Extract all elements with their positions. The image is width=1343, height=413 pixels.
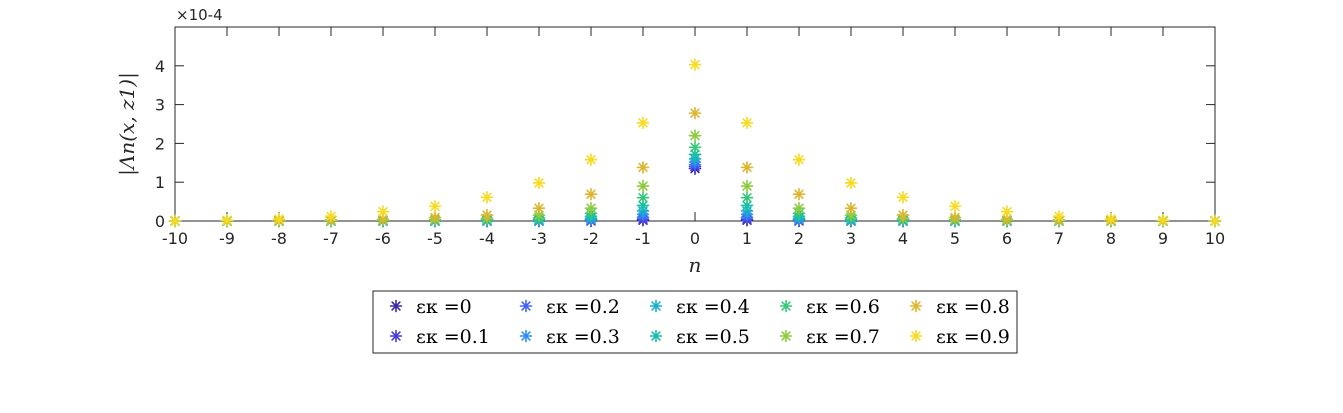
- data-point: [428, 199, 442, 213]
- data-point: [1104, 212, 1118, 226]
- legend-label: εκ =0.7: [806, 326, 880, 348]
- y-tick-label: 4: [155, 57, 165, 76]
- data-point: [1156, 213, 1170, 227]
- data-point: [532, 201, 546, 215]
- legend-label: εκ =0.4: [676, 296, 750, 318]
- data-point: [792, 201, 806, 215]
- data-point: [584, 187, 598, 201]
- legend: εκ =0 εκ =0.1 εκ =0.2 εκ =0.3 εκ =0.4 εκ =0.5…: [372, 290, 1018, 354]
- data-point: [636, 116, 650, 130]
- y-tick-label: 2: [155, 134, 165, 153]
- data-point: [584, 153, 598, 166]
- x-tick-label: -10: [162, 229, 188, 248]
- legend-label: εκ =0.9: [936, 326, 1010, 348]
- data-point: [844, 208, 858, 222]
- data-point: [636, 161, 650, 174]
- data-point: [688, 140, 702, 154]
- data-point: [948, 199, 962, 213]
- data-point: [428, 211, 442, 224]
- legend-label: εκ =0.3: [546, 326, 620, 348]
- y-exponent-label: ×10-4: [176, 6, 223, 24]
- data-point: [168, 214, 182, 228]
- data-point: [480, 191, 494, 204]
- x-tick-label: -5: [427, 229, 443, 248]
- data-point: [740, 161, 754, 174]
- data-point: [844, 201, 858, 215]
- data-point: [220, 213, 234, 227]
- x-tick-label: -2: [583, 229, 599, 248]
- x-tick-label: -6: [375, 229, 391, 248]
- legend-box: [372, 290, 1018, 354]
- data-point: [272, 212, 286, 226]
- data-point: [636, 199, 650, 212]
- x-tick-label: -1: [635, 229, 651, 248]
- x-tick-label: 0: [690, 229, 700, 248]
- x-tick-label: -3: [531, 229, 547, 248]
- data-point: [688, 58, 702, 71]
- legend-label: εκ =0.8: [936, 296, 1010, 318]
- x-tick-label: 6: [1002, 229, 1012, 248]
- data-point: [1000, 205, 1014, 218]
- data-point: [324, 210, 338, 223]
- x-axis-label: n: [689, 253, 702, 277]
- data-point: [688, 106, 702, 120]
- legend-marker: [909, 329, 923, 343]
- data-point: [376, 205, 390, 218]
- y-tick-label: 0: [155, 212, 165, 231]
- data-point: [792, 187, 806, 201]
- data-point: [896, 191, 910, 204]
- legend-label: εκ =0: [416, 296, 472, 318]
- x-tick-label: -7: [323, 229, 339, 248]
- data-point: [948, 211, 962, 224]
- data-markers: [168, 58, 1222, 228]
- data-point: [636, 191, 650, 205]
- data-point: [480, 208, 494, 222]
- data-point: [532, 176, 546, 190]
- legend-marker: [649, 299, 663, 313]
- plot-area: [174, 26, 1216, 222]
- y-tick-label: 1: [155, 173, 165, 192]
- data-point: [896, 208, 910, 222]
- legend-marker: [389, 299, 403, 313]
- data-point: [1052, 210, 1066, 223]
- legend-marker: [779, 329, 793, 343]
- legend-label: εκ =0.5: [676, 326, 750, 348]
- data-point: [844, 176, 858, 190]
- legend-marker: [649, 329, 663, 343]
- x-tick-label: -9: [219, 229, 235, 248]
- y-tick-label: 3: [155, 96, 165, 115]
- x-tick-label: 5: [950, 229, 960, 248]
- legend-marker: [389, 329, 403, 343]
- data-point: [1208, 214, 1222, 228]
- x-tick-label: 8: [1106, 229, 1116, 248]
- data-point: [688, 129, 702, 142]
- x-tick-label: -8: [271, 229, 287, 248]
- data-point: [740, 179, 754, 193]
- x-tick-label: 7: [1054, 229, 1064, 248]
- legend-label: εκ =0.1: [416, 326, 490, 348]
- x-tick-label: 1: [742, 229, 752, 248]
- data-point: [740, 191, 754, 205]
- x-tick-label: 9: [1158, 229, 1168, 248]
- legend-label: εκ =0.2: [546, 296, 620, 318]
- legend-marker: [909, 299, 923, 313]
- data-point: [584, 201, 598, 215]
- x-tick-label: 2: [794, 229, 804, 248]
- legend-label: εκ =0.6: [806, 296, 880, 318]
- x-tick-label: 10: [1205, 229, 1225, 248]
- x-tick-label: -4: [479, 229, 495, 248]
- legend-marker: [779, 299, 793, 313]
- legend-marker: [519, 329, 533, 343]
- data-point: [792, 153, 806, 166]
- data-point: [740, 116, 754, 130]
- data-point: [636, 179, 650, 193]
- legend-marker: [519, 299, 533, 313]
- x-tick-label: 3: [846, 229, 856, 248]
- y-axis-label: |Λn(x, z1)|: [115, 72, 140, 176]
- x-tick-label: 4: [898, 229, 908, 248]
